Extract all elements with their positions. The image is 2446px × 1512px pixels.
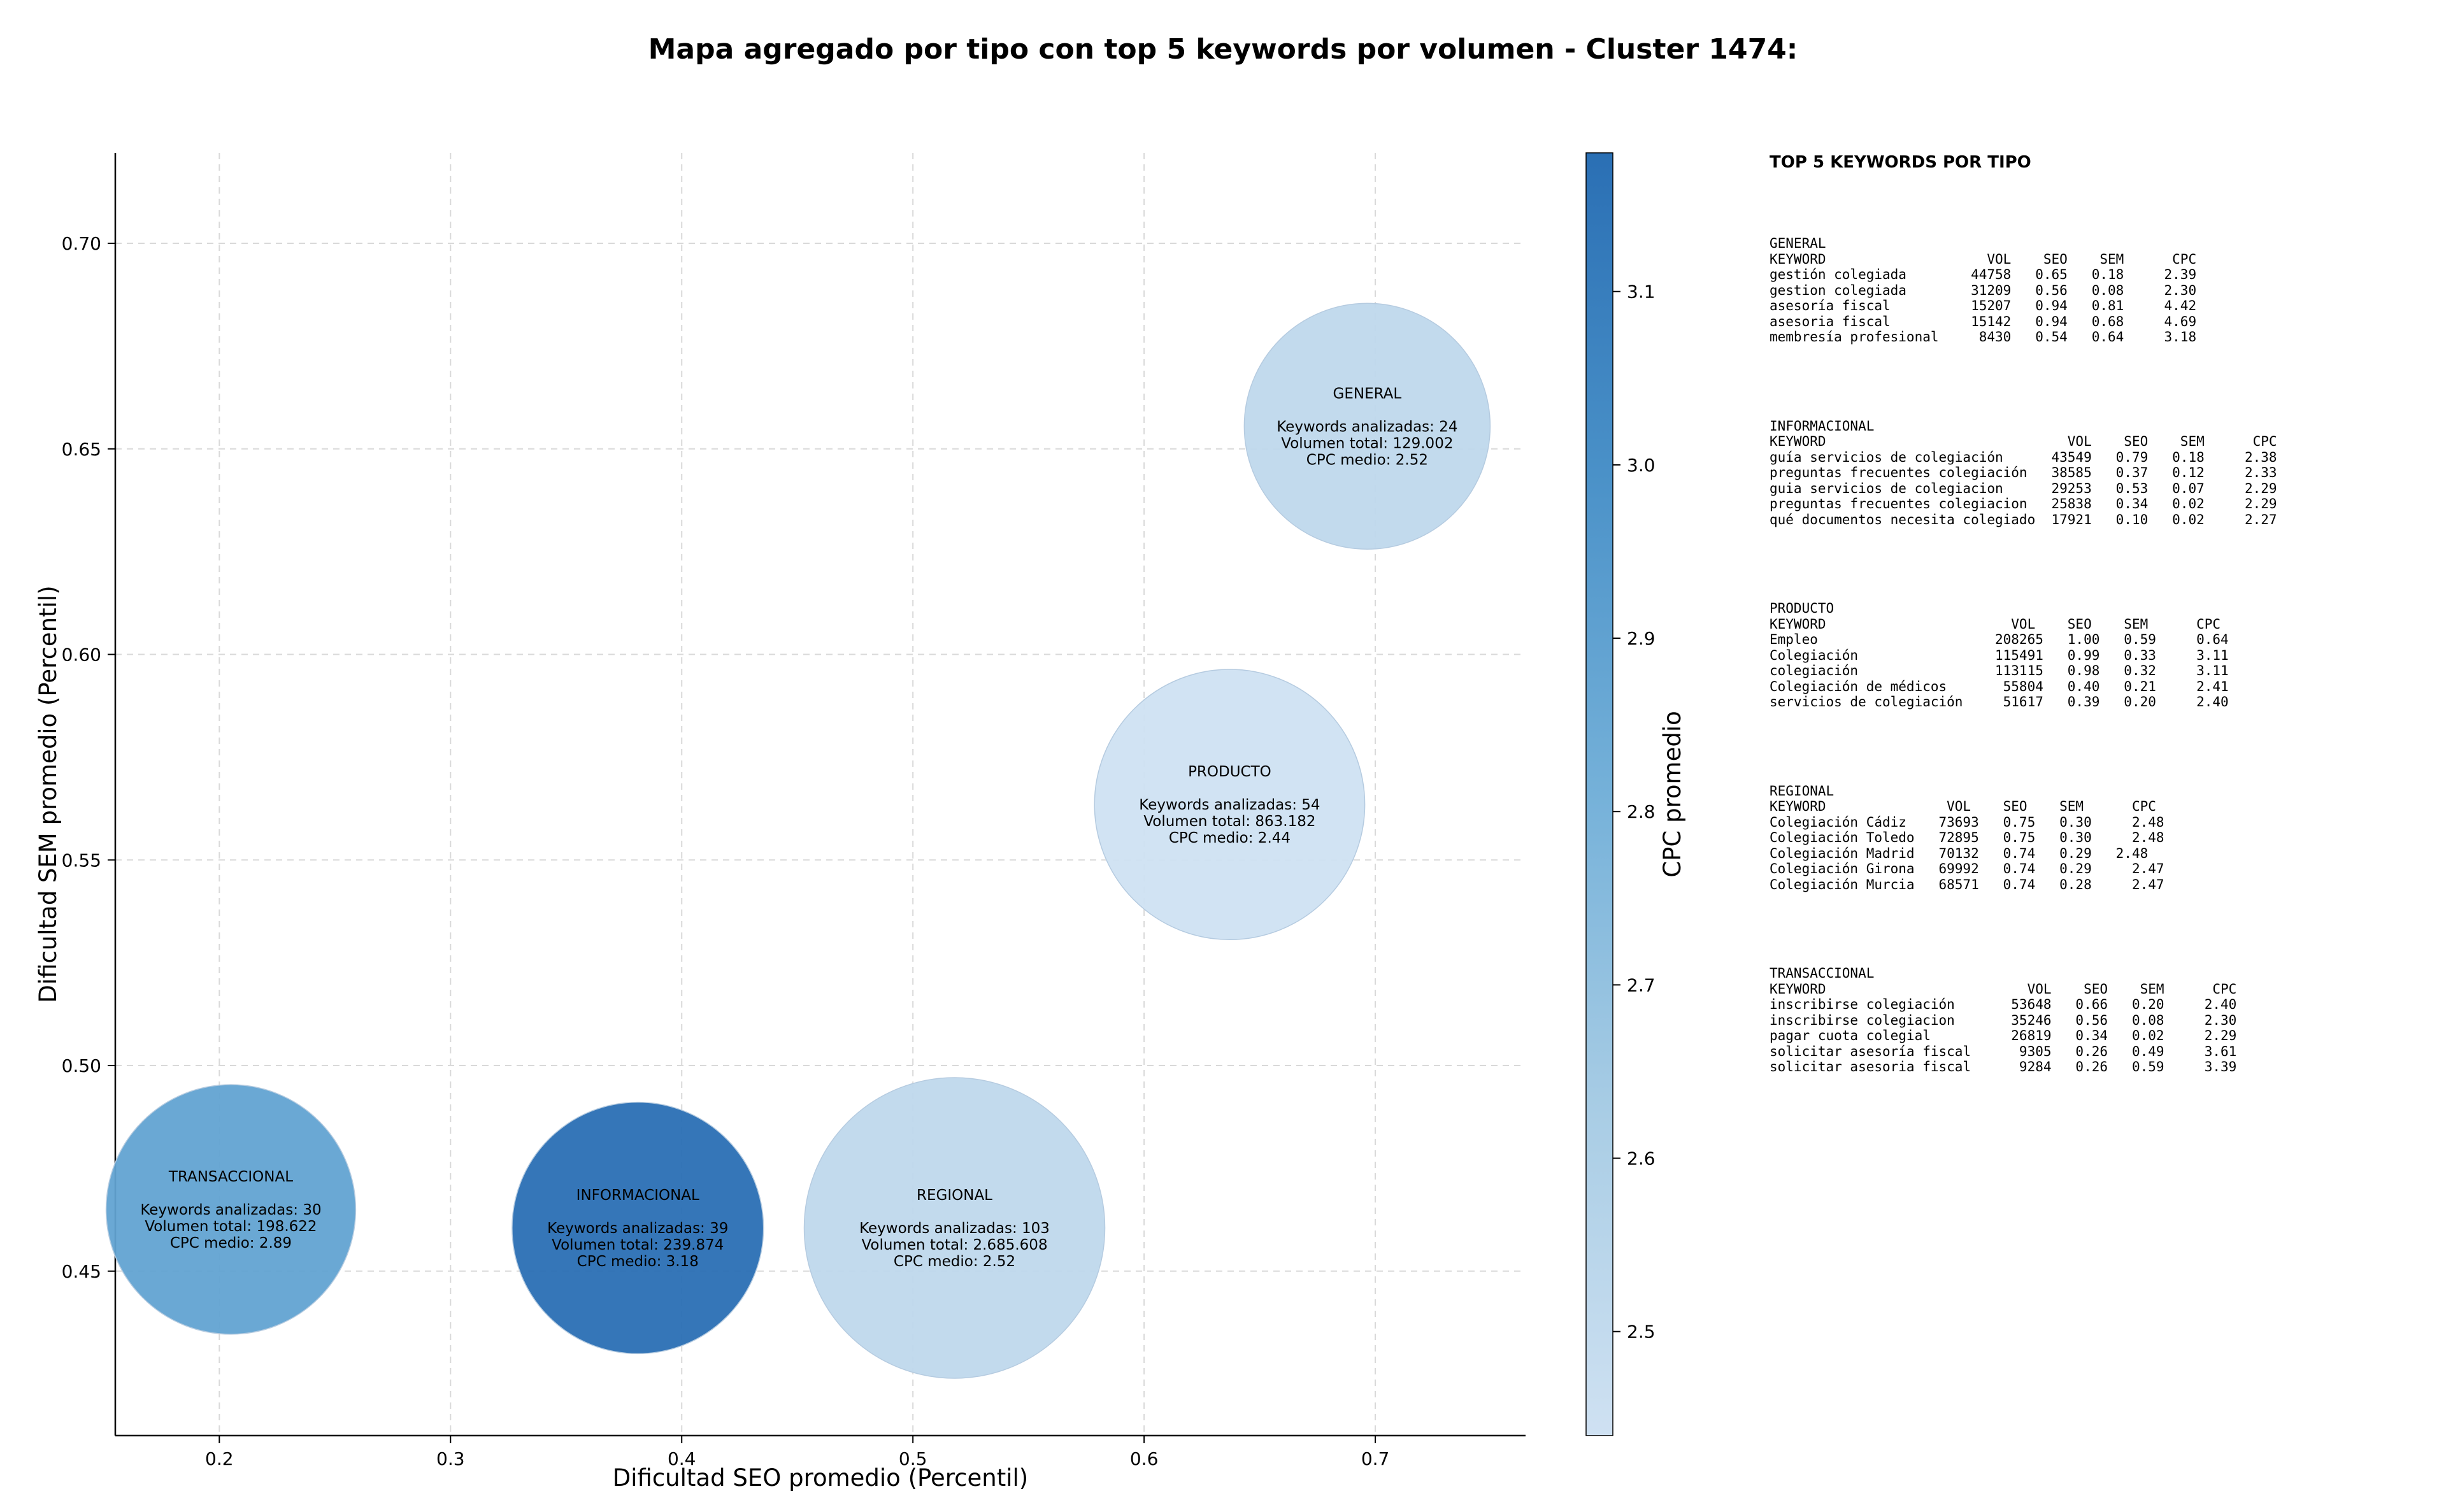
colorbar: 2.5 2.6 2.7 2.8 2.9 3.0 3.1 CPC promedio	[1585, 152, 1686, 1436]
bubble-annotation: Keywords analizadas: 103	[859, 1220, 1050, 1237]
bubble-annotation: Volumen total: 2.685.608	[861, 1237, 1047, 1253]
x-tick-label: 0.2	[205, 1448, 234, 1469]
axes: 0.2 0.3 0.4 0.5 0.6 0.7 0.45 0.50 0.55 0.60 0.65 0.…	[34, 153, 1526, 1492]
bubble-circle	[1243, 303, 1491, 550]
keyword-table-text: TRANSACCIONAL KEYWORD VOL SEO SEM CPC in…	[1770, 966, 2237, 1074]
bubble-annotation: Volumen total: 129.002	[1281, 435, 1453, 452]
bubble-circle	[105, 1084, 357, 1335]
bubble-circle	[1094, 669, 1366, 941]
bubble-label: INFORMACIONAL	[576, 1187, 699, 1204]
bubble-annotation: Keywords analizadas: 24	[1277, 418, 1457, 435]
bubble-label: REGIONAL	[917, 1187, 992, 1204]
y-tick-label: 0.50	[62, 1055, 101, 1076]
colorbar-tick-label: 2.8	[1627, 801, 1656, 822]
x-tick-label: 0.3	[436, 1448, 465, 1469]
bubble-transaccional: TRANSACCIONAL Keywords analizadas: 30Volu…	[105, 1084, 357, 1335]
y-axis-label: Dificultad SEM promedio (Percentil)	[34, 585, 62, 1002]
y-tick-label: 0.60	[62, 645, 101, 666]
bubble-informacional: INFORMACIONAL Keywords analizadas: 39Volu…	[511, 1101, 764, 1355]
keyword-table-text: INFORMACIONAL KEYWORD VOL SEO SEM CPC gu…	[1770, 418, 2277, 527]
x-tick-label: 0.7	[1361, 1448, 1390, 1469]
colorbar-tick-label: 2.7	[1627, 974, 1656, 995]
colorbar-tick-label: 2.5	[1627, 1322, 1656, 1343]
x-tick-label: 0.5	[899, 1448, 927, 1469]
colorbar-tick-label: 3.1	[1627, 282, 1656, 303]
bubble-label: TRANSACCIONAL	[168, 1169, 293, 1185]
colorbar-tick-label: 3.0	[1627, 455, 1656, 476]
bubble-annotation: CPC medio: 3.18	[577, 1253, 699, 1270]
keyword-table-producto: PRODUCTO KEYWORD VOL SEO SEM CPC Empleo …	[1770, 601, 2432, 710]
bubble-label: GENERAL	[1333, 385, 1402, 402]
bubble-annotation: CPC medio: 2.89	[170, 1235, 292, 1252]
x-tick-label: 0.4	[668, 1448, 696, 1469]
top-keywords-panel: TOP 5 KEYWORDS POR TIPO GENERAL KEYWORD …	[1770, 153, 2432, 1148]
bubble-annotation: CPC medio: 2.44	[1169, 830, 1291, 846]
bubble-annotation: Keywords analizadas: 54	[1139, 797, 1320, 813]
bubble-circle	[803, 1077, 1106, 1379]
colorbar-gradient	[1585, 152, 1613, 1436]
top-keywords-title: TOP 5 KEYWORDS POR TIPO	[1770, 153, 2031, 172]
x-axis-label: Dificultad SEO promedio (Percentil)	[613, 1464, 1028, 1492]
bubble-circle	[511, 1101, 764, 1355]
y-tick-label: 0.70	[62, 233, 101, 254]
y-tick-label: 0.65	[62, 439, 101, 460]
bubble-annotation: Keywords analizadas: 30	[140, 1202, 321, 1218]
colorbar-label: CPC promedio	[1659, 711, 1686, 877]
x-tick-label: 0.6	[1130, 1448, 1159, 1469]
keyword-table-general: GENERAL KEYWORD VOL SEO SEM CPC gestión …	[1770, 236, 2432, 345]
y-tick-label: 0.45	[62, 1261, 101, 1282]
bubble-annotation: Volumen total: 863.182	[1143, 813, 1315, 830]
keyword-table-informacional: INFORMACIONAL KEYWORD VOL SEO SEM CPC gu…	[1770, 418, 2432, 528]
bubble-annotation: Volumen total: 239.874	[552, 1237, 724, 1253]
bubble-label: PRODUCTO	[1188, 764, 1271, 780]
colorbar-tick-label: 2.6	[1627, 1148, 1656, 1169]
keyword-table-transaccional: TRANSACCIONAL KEYWORD VOL SEO SEM CPC in…	[1770, 966, 2432, 1075]
colorbar-tick-label: 2.9	[1627, 628, 1656, 649]
keyword-table-text: REGIONAL KEYWORD VOL SEO SEM CPC Colegia…	[1770, 783, 2164, 892]
keyword-table-text: GENERAL KEYWORD VOL SEO SEM CPC gestión …	[1770, 236, 2197, 345]
bubble-regional: REGIONAL Keywords analizadas: 103Volumen …	[803, 1077, 1106, 1379]
keyword-table-regional: REGIONAL KEYWORD VOL SEO SEM CPC Colegia…	[1770, 783, 2432, 893]
bubble-annotation: CPC medio: 2.52	[1306, 452, 1428, 468]
bubble-annotation: Volumen total: 198.622	[145, 1218, 317, 1235]
chart-title: Mapa agregado por tipo con top 5 keyword…	[648, 33, 1798, 66]
keyword-table-text: PRODUCTO KEYWORD VOL SEO SEM CPC Empleo …	[1770, 601, 2229, 710]
bubble-annotation: CPC medio: 2.52	[894, 1253, 1015, 1270]
y-tick-label: 0.55	[62, 850, 101, 871]
bubble-annotation: Keywords analizadas: 39	[547, 1220, 728, 1237]
